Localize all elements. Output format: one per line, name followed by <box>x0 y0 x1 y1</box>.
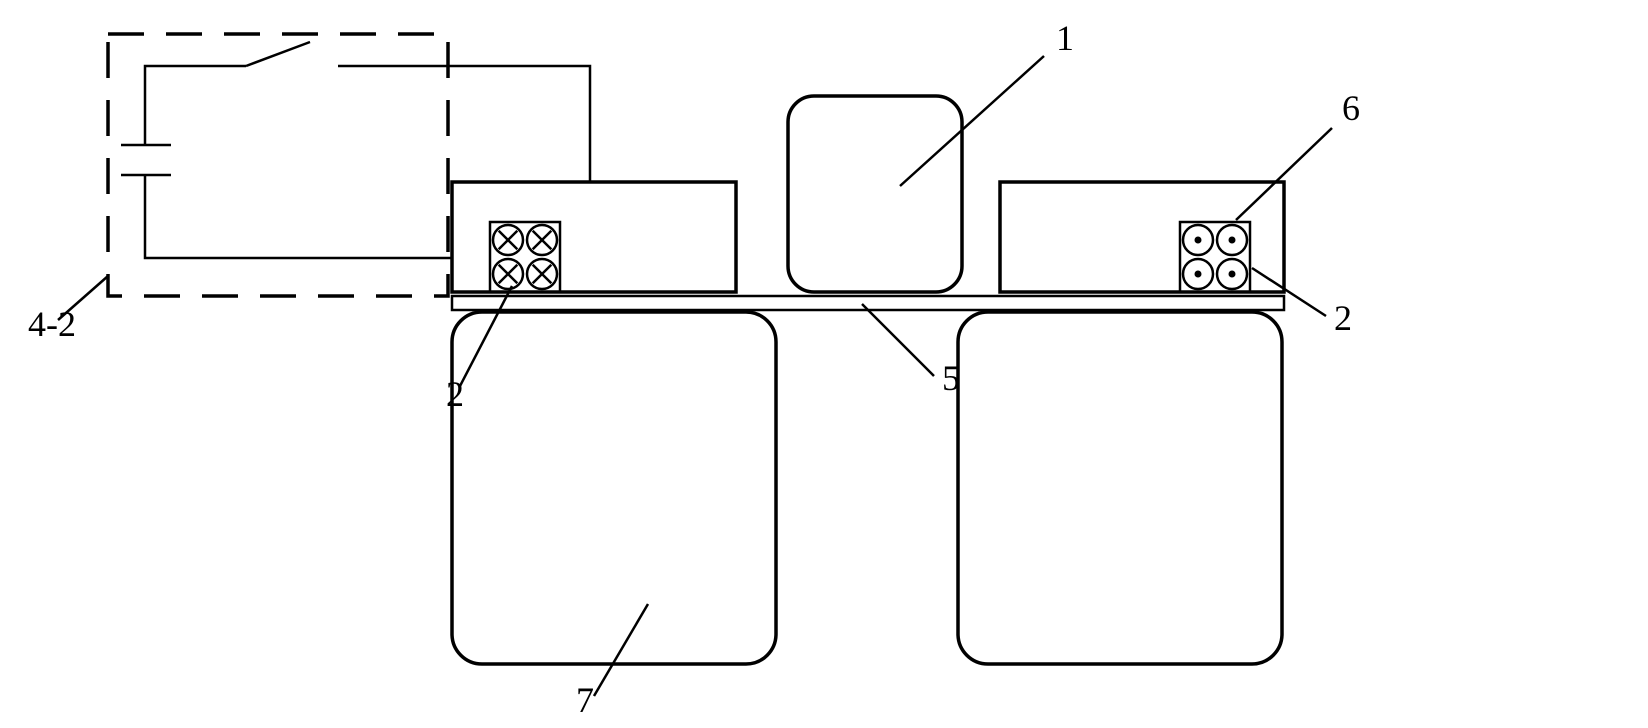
callout-label-1: 1 <box>1056 18 1074 58</box>
mid-bar <box>452 296 1284 310</box>
callout-label-2r: 2 <box>1334 298 1352 338</box>
upper-right-block <box>1000 182 1284 292</box>
upper-left-block <box>452 182 736 292</box>
callout-label-6: 6 <box>1342 88 1360 128</box>
callout-label-7: 7 <box>576 680 594 720</box>
callout-label-4-2: 4-2 <box>28 304 76 344</box>
callout-label-2l: 2 <box>446 374 464 414</box>
top-center-block <box>788 96 962 292</box>
callout-label-5: 5 <box>942 358 960 398</box>
schematic-svg: 1 6 2 5 2 7 4-2 <box>0 0 1648 728</box>
lower-right-block <box>958 312 1282 664</box>
lower-left-block <box>452 312 776 664</box>
